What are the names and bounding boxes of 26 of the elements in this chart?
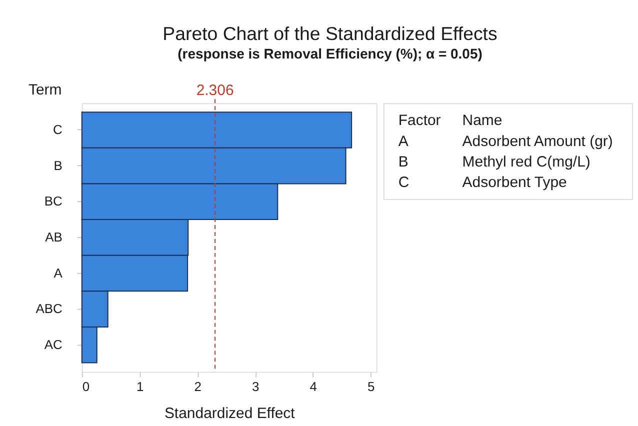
text: Factor — [398, 112, 441, 130]
text: Adsorbent Type — [462, 174, 567, 192]
x-tick-label: 3 — [252, 379, 260, 394]
x-tick-label: 4 — [310, 379, 317, 394]
text: C — [398, 174, 410, 192]
y-tick-label: A — [54, 265, 63, 280]
y-tick-label: B — [54, 158, 62, 173]
x-axis-title: Standardized Effect — [164, 405, 296, 422]
y-axis-title: Term — [28, 82, 62, 99]
ref-line-label: 2.306 — [196, 82, 234, 100]
y-tick-label: AB — [45, 229, 62, 244]
y-tick-label: C — [53, 122, 62, 138]
x-tick-label: 2 — [194, 379, 202, 394]
text: Adsorbent Amount (gr) — [462, 132, 613, 150]
text: Methyl red C(mg/L) — [462, 153, 590, 170]
chart-subtitle: (response is Removal Efficiency (%); α = 0.05) — [178, 46, 482, 62]
text: B — [398, 153, 408, 170]
y-tick-label: AC — [44, 336, 62, 352]
y-tick-label: BC — [44, 194, 62, 209]
text: Name — [462, 112, 502, 130]
x-tick-label: 0 — [82, 379, 90, 394]
x-tick-label: 5 — [368, 379, 375, 394]
y-tick-label: ABC — [36, 301, 62, 316]
x-tick-label: 1 — [136, 379, 144, 394]
text: A — [398, 132, 408, 150]
chart-title: Pareto Chart of the Standardized Effects — [162, 23, 498, 44]
